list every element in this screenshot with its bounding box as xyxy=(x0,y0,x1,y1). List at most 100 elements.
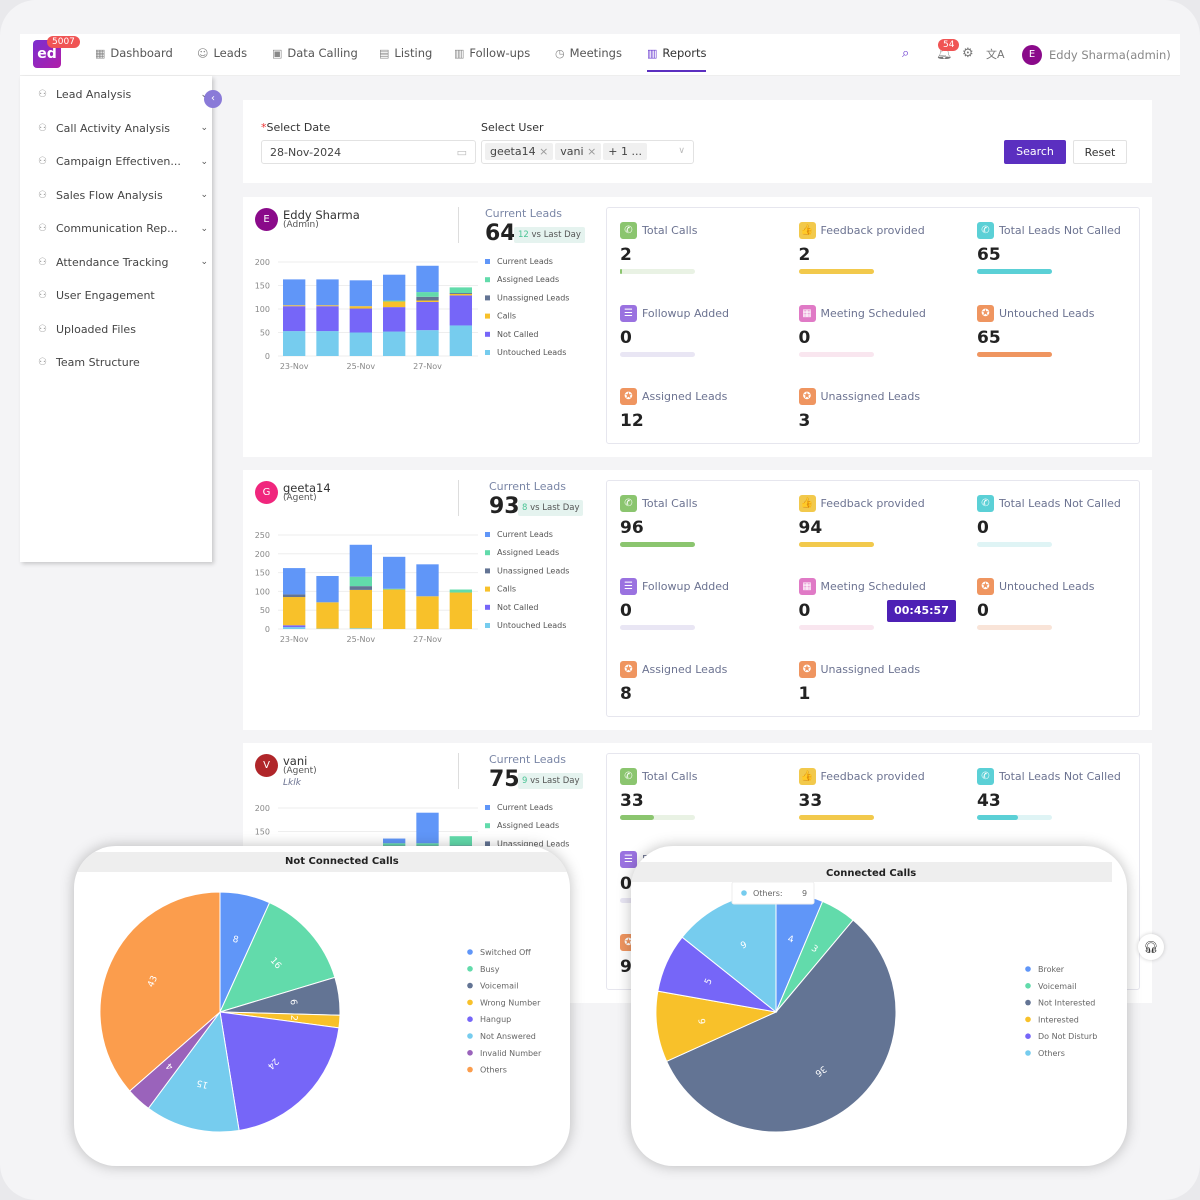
legend-dot xyxy=(1025,1016,1031,1023)
bar-segment[interactable] xyxy=(416,564,439,597)
bar-segment[interactable] xyxy=(449,287,472,294)
bar-segment[interactable] xyxy=(383,556,406,589)
sidebar-item[interactable]: ⚇ Call Activity Analysis ⌄ xyxy=(38,122,208,135)
bar-segment[interactable] xyxy=(416,812,439,844)
progress-bar xyxy=(620,815,695,820)
bar-segment[interactable] xyxy=(349,586,372,590)
nav-listing[interactable]: ▤ Listing xyxy=(379,46,432,60)
more-users-tag: + 1 ... xyxy=(603,143,647,160)
slice-label: 8 xyxy=(232,935,240,946)
legend-swatch xyxy=(485,295,490,301)
bar-segment[interactable] xyxy=(349,576,372,587)
report-icon: ⚇ xyxy=(38,189,47,201)
bar-segment[interactable] xyxy=(383,307,406,332)
headset-icon[interactable]: 🎧︎ xyxy=(1138,934,1164,960)
legend-dot xyxy=(1025,983,1031,989)
bar-segment[interactable] xyxy=(383,589,406,629)
bar-segment[interactable] xyxy=(283,597,306,626)
bar-segment[interactable] xyxy=(383,300,406,302)
bar-segment[interactable] xyxy=(316,279,339,306)
bar-segment[interactable] xyxy=(416,330,439,356)
sidebar-item[interactable]: ⚇ Uploaded Files xyxy=(38,323,208,336)
bar-segment[interactable] xyxy=(283,279,306,306)
chevron-down-icon: ⌄ xyxy=(200,257,208,267)
bar-segment[interactable] xyxy=(383,301,406,308)
bar-segment[interactable] xyxy=(316,331,339,356)
bar-segment[interactable] xyxy=(416,265,439,293)
bar-segment[interactable] xyxy=(383,331,406,356)
bar-segment[interactable] xyxy=(383,274,406,301)
pie-slice[interactable] xyxy=(665,919,897,1133)
sidebar-item[interactable]: ⚇Lead Analysis⌄ xyxy=(38,88,208,101)
date-input[interactable]: 28-Nov-2024 ▭ xyxy=(261,140,476,164)
collapse-sidebar-button[interactable]: ‹ xyxy=(204,90,222,108)
bar-segment[interactable] xyxy=(349,280,372,307)
divider xyxy=(458,480,459,516)
bar-segment[interactable] xyxy=(449,592,472,629)
pie-slice[interactable] xyxy=(147,1010,240,1133)
delta-value: 8 xyxy=(522,503,528,513)
stat-value: 65 xyxy=(977,328,1001,348)
bar-segment[interactable] xyxy=(349,308,372,333)
translate-icon[interactable]: 文A xyxy=(986,48,1005,61)
bar-segment[interactable] xyxy=(416,301,439,331)
user-role: (Admin) xyxy=(283,220,319,230)
stat-label: Unassigned Leads xyxy=(820,663,921,676)
pie-slice[interactable] xyxy=(219,1011,340,1132)
nav-meetings[interactable]: ◷ Meetings xyxy=(555,46,622,60)
nav-data-calling[interactable]: ▣ Data Calling xyxy=(272,46,358,60)
chart-title: Not Connected Calls xyxy=(285,856,399,867)
sidebar-item[interactable]: ⚇ Campaign Effectiven... ⌄ xyxy=(38,155,208,168)
bar-segment[interactable] xyxy=(283,625,306,628)
sidebar-item[interactable]: ⚇ Sales Flow Analysis ⌄ xyxy=(38,189,208,202)
sidebar-item[interactable]: ⚇ Attendance Tracking ⌄ xyxy=(38,256,208,269)
bar-segment[interactable] xyxy=(349,332,372,357)
nav-reports[interactable]: ▥ Reports xyxy=(647,46,707,60)
search-button[interactable]: Search xyxy=(1004,140,1066,164)
bar-segment[interactable] xyxy=(316,306,339,332)
bar-segment[interactable] xyxy=(449,293,472,294)
bar-segment[interactable] xyxy=(416,296,439,301)
bar-segment[interactable] xyxy=(416,292,439,297)
nav-follow-ups[interactable]: ▥ Follow-ups xyxy=(454,46,530,60)
bar-segment[interactable] xyxy=(349,544,372,577)
bar-segment[interactable] xyxy=(283,627,306,629)
pie-slice[interactable] xyxy=(99,891,221,1092)
sidebar-item[interactable]: ⚇ User Engagement xyxy=(38,289,208,302)
bar-segment[interactable] xyxy=(349,628,372,629)
user-name[interactable]: Eddy Sharma(admin) xyxy=(1049,48,1171,62)
bar-segment[interactable] xyxy=(283,568,306,595)
pie-slice[interactable] xyxy=(219,902,336,1013)
bar-segment[interactable] xyxy=(316,305,339,307)
gear-icon[interactable]: ⚙ xyxy=(962,46,974,61)
remove-tag-icon[interactable]: × xyxy=(587,145,597,158)
bar-segment[interactable] xyxy=(283,331,306,356)
reset-button[interactable]: Reset xyxy=(1073,140,1127,164)
bar-segment[interactable] xyxy=(283,306,306,332)
bar-segment[interactable] xyxy=(383,838,406,844)
bar-segment[interactable] xyxy=(283,305,306,307)
bar-segment[interactable] xyxy=(349,306,372,309)
bar-segment[interactable] xyxy=(449,589,472,593)
user-select[interactable]: geeta14 × vani × + 1 ... ∨ xyxy=(481,140,694,164)
sidebar-item[interactable]: ⚇ Communication Rep... ⌄ xyxy=(38,222,208,235)
bar-segment[interactable] xyxy=(349,589,372,629)
bar-segment[interactable] xyxy=(383,588,406,590)
bar-segment[interactable] xyxy=(416,596,439,629)
nav-dashboard[interactable]: ▦ Dashboard xyxy=(95,46,173,60)
bar-segment[interactable] xyxy=(416,843,439,846)
search-icon[interactable]: ⌕ xyxy=(902,46,910,61)
bar-segment[interactable] xyxy=(416,300,439,302)
bar-segment[interactable] xyxy=(383,843,406,846)
user-avatar[interactable]: E xyxy=(1022,45,1042,65)
nav-leads[interactable]: ☺ Leads xyxy=(197,46,247,60)
bar-segment[interactable] xyxy=(449,836,472,846)
bar-segment[interactable] xyxy=(316,602,339,629)
bar-segment[interactable] xyxy=(449,295,472,326)
remove-tag-icon[interactable]: × xyxy=(539,145,549,158)
bar-segment[interactable] xyxy=(449,293,472,296)
bar-segment[interactable] xyxy=(449,325,472,356)
bar-segment[interactable] xyxy=(283,594,306,598)
bar-segment[interactable] xyxy=(316,575,339,603)
sidebar-item[interactable]: ⚇ Team Structure xyxy=(38,356,208,369)
